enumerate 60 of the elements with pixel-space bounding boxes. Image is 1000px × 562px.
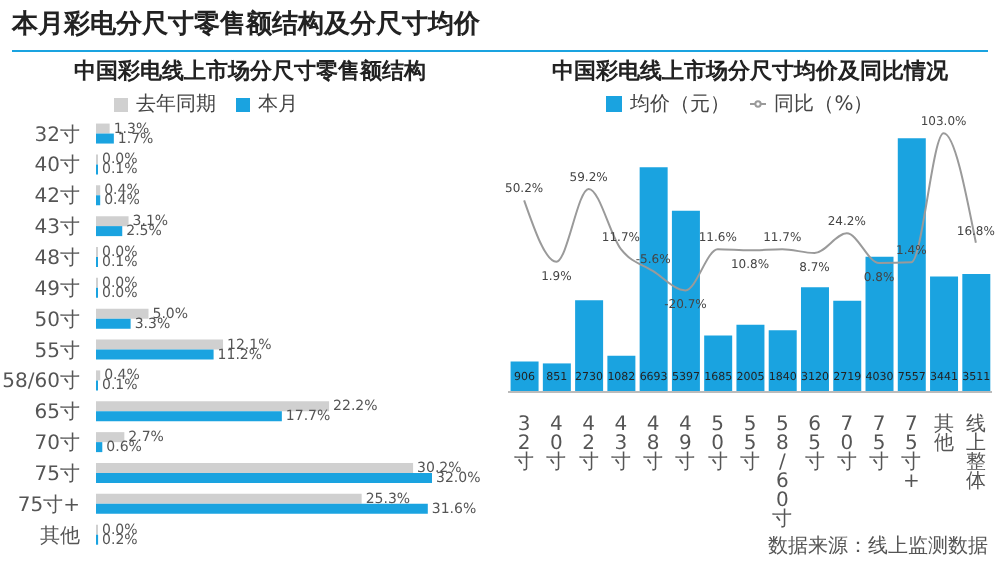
- x-tick-label: 40寸: [546, 414, 567, 474]
- y-tick-label: 48寸: [34, 245, 80, 270]
- bar: [96, 133, 114, 144]
- bar: [768, 330, 797, 392]
- x-tick-label: 32寸: [514, 414, 535, 474]
- bar: [96, 503, 428, 514]
- bar: [96, 349, 214, 360]
- x-tick-label: 70寸: [836, 414, 857, 474]
- y-tick-label: 49寸: [34, 276, 80, 301]
- bar: [96, 308, 149, 319]
- chart-title: 中国彩电线上市场分尺寸均价及同比情况: [550, 56, 950, 86]
- x-tick-label: 49寸: [675, 414, 696, 474]
- x-tick-label: 其他: [933, 412, 954, 455]
- bar: [96, 411, 282, 422]
- bar: [96, 432, 125, 443]
- source-note: 数据来源：线上监测数据: [768, 533, 988, 560]
- x-tick-label: 50寸: [707, 414, 728, 474]
- bar: [96, 472, 432, 483]
- bar: [639, 167, 668, 392]
- bar: [897, 138, 926, 392]
- bar: [962, 274, 991, 392]
- bar: [96, 442, 103, 453]
- bar: [704, 335, 733, 392]
- bar: [96, 401, 330, 412]
- chart-title: 中国彩电线上市场分尺寸零售额结构: [72, 56, 428, 86]
- bar: [736, 324, 765, 392]
- legend-label: 同比（%）: [774, 94, 874, 116]
- bar: [96, 462, 414, 473]
- y-tick-label: 75寸+: [17, 492, 80, 517]
- x-tick-label: 55寸: [740, 414, 760, 474]
- y-tick-label: 40寸: [34, 153, 80, 178]
- bar: [575, 300, 604, 392]
- x-tick-label: 58/60寸: [772, 414, 793, 531]
- legend-label: 均价（元）: [630, 94, 731, 116]
- bar: [96, 216, 129, 227]
- bar: [930, 276, 959, 392]
- bar: [96, 123, 110, 134]
- bar: [96, 493, 362, 504]
- y-tick-label: 55寸: [34, 338, 80, 363]
- legend-label: 本月: [258, 94, 298, 116]
- x-tick-label: 75寸+: [901, 414, 922, 493]
- bar: [800, 287, 829, 392]
- y-tick-label: 42寸: [34, 184, 80, 209]
- x-tick-label: 43寸: [610, 414, 631, 474]
- text: 本月彩电分尺寸零售额结构及分尺寸均价: [12, 7, 482, 42]
- y-tick-label: 50寸: [34, 307, 80, 332]
- x-tick-label: 75寸: [869, 414, 890, 474]
- x-tick-label: 65寸: [804, 414, 825, 474]
- x-tick-label: 线上整体: [965, 412, 986, 493]
- y-tick-label: 43寸: [34, 215, 80, 240]
- legend-label: 去年同期: [136, 94, 216, 116]
- bar: [96, 339, 224, 350]
- bar: [96, 318, 131, 329]
- y-tick-label: 其他: [40, 523, 80, 548]
- bar: [833, 300, 862, 392]
- x-tick-label: 42寸: [578, 414, 599, 474]
- bar: [96, 226, 123, 237]
- y-tick-label: 32寸: [34, 122, 80, 147]
- x-tick-label: 48寸: [643, 414, 664, 474]
- y-tick-label: 58/60寸: [2, 369, 80, 394]
